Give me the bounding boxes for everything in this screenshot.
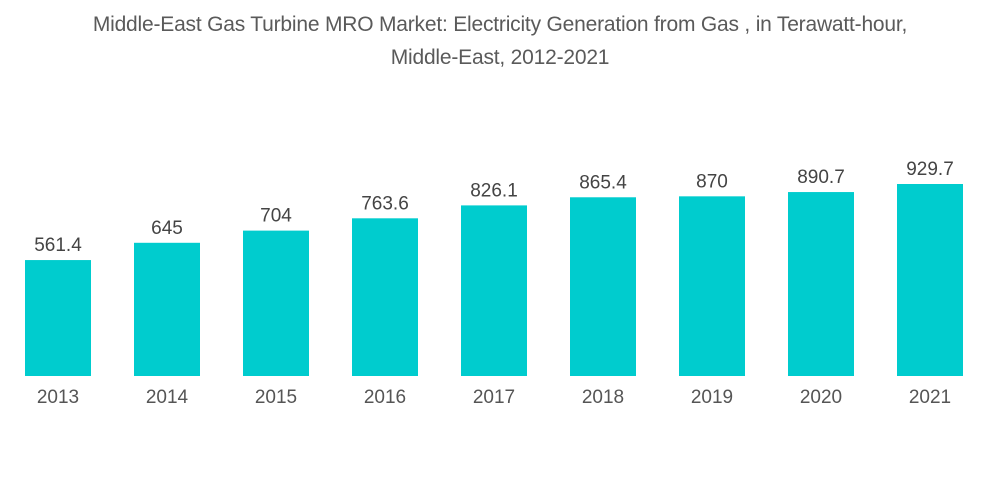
x-tick-label-2019: 2019 — [691, 387, 733, 408]
x-tick-label-2020: 2020 — [800, 387, 842, 408]
x-tick-label-2021: 2021 — [909, 387, 951, 408]
data-label-2018: 865.4 — [579, 172, 627, 193]
bar-2013 — [25, 260, 91, 376]
bar-2015 — [243, 230, 309, 376]
data-label-2020: 890.7 — [797, 167, 845, 188]
x-tick-label-2016: 2016 — [364, 387, 406, 408]
chart-title-line-2: Middle-East, 2012-2021 — [390, 46, 610, 69]
x-tick-label-2014: 2014 — [146, 387, 189, 408]
data-label-2014: 645 — [151, 218, 183, 239]
bar-2019 — [679, 196, 745, 376]
data-label-2013: 561.4 — [34, 235, 82, 256]
x-tick-label-2018: 2018 — [582, 387, 624, 408]
bar-2016 — [352, 218, 418, 376]
chart-title: Middle-East Gas Turbine MRO Market: Elec… — [0, 8, 1000, 74]
data-label-2015: 704 — [260, 206, 292, 227]
bar-2020 — [788, 192, 854, 376]
x-tick-label-2013: 2013 — [37, 387, 79, 408]
data-label-2017: 826.1 — [470, 180, 518, 201]
chart-title-line-1: Middle-East Gas Turbine MRO Market: Elec… — [92, 13, 908, 36]
bar-2021 — [897, 184, 963, 376]
bar-2014 — [134, 242, 200, 376]
bar-2017 — [461, 205, 527, 376]
data-label-2021: 929.7 — [906, 159, 954, 180]
x-tick-label-2017: 2017 — [473, 387, 515, 408]
bar-2018 — [570, 197, 636, 376]
data-label-2019: 870 — [696, 171, 728, 192]
x-tick-label-2015: 2015 — [255, 387, 297, 408]
data-label-2016: 763.6 — [361, 193, 409, 214]
